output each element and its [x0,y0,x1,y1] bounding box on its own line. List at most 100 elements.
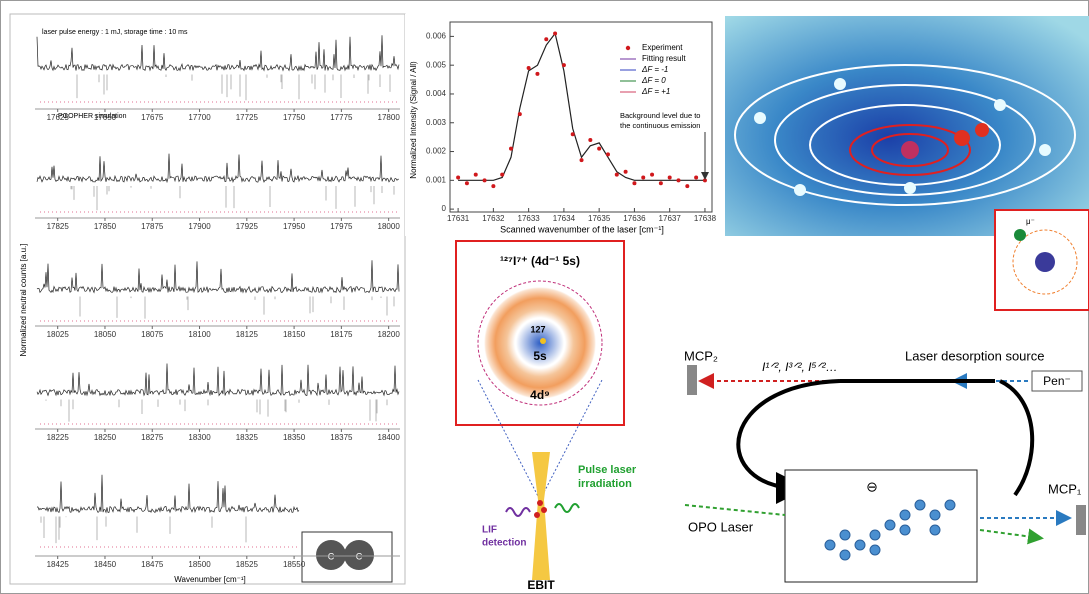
x-tick-label: 17875 [141,222,164,231]
experiment-point [456,175,460,179]
legend-label: Fitting result [642,54,686,63]
legend-label: Experiment [642,43,683,52]
y-tick-label: 0.004 [426,89,447,98]
x-tick-label: 17675 [141,113,164,122]
states-label: I¹ᐟ², I³ᐟ², I⁵ᐟ²… [762,360,838,374]
center-chart: Normalized Intensity (Signal / All) Scan… [405,14,720,236]
x-tick-label: 17800 [378,113,401,122]
ion-title: ¹²⁷I⁷⁺ (4d⁻¹ 5s) [500,254,580,268]
x-tick-label: 17975 [330,222,353,231]
y-tick-label: 0 [442,204,447,213]
source-label: Laser desorption source [905,348,1044,363]
annotation: laser pulse energy : 1 mJ, storage time … [42,29,188,36]
x-tick-label: 17775 [330,113,353,122]
x-axis-label: Scanned wavenumber of the laser [cm⁻¹] [500,224,664,234]
x-tick-label: 18325 [236,433,259,442]
x-tick-label: 17825 [47,222,70,231]
y-tick-label: 0.003 [426,118,447,127]
x-tick-label: 18400 [378,433,401,442]
muon-label: μ⁻ [1026,217,1035,226]
x-tick-label: 18500 [188,560,211,569]
y-tick-label: 0.006 [426,32,447,41]
experiment-point [597,147,601,151]
experiment-point [624,170,628,174]
experiment-point [465,181,469,185]
shell-label: 4d⁹ [530,388,550,402]
x-tick-label: 18075 [141,330,164,339]
laser-label: irradiation [578,478,632,490]
x-tick-label: 17636 [623,214,646,223]
y-tick-label: 0.002 [426,147,447,156]
laser-label: Pulse laser [578,464,637,476]
y-axis-label: Normalized neutral counts [a.u.] [19,244,28,357]
x-tick-label: 18425 [47,560,70,569]
laser-label: OPO Laser [688,519,754,534]
shell-label: 5s [533,349,547,363]
x-tick-label: 18200 [378,330,401,339]
ion-label: Pen⁻ [1043,374,1071,388]
detection-label: LIF [482,525,497,536]
x-tick-label: 18050 [94,330,117,339]
experiment-point [588,138,592,142]
charge-label: ⊖ [866,479,878,495]
molecule-inset: C C [302,532,392,582]
experiment-point [677,178,681,182]
x-tick-label: 17634 [553,214,576,223]
x-tick-label: 17850 [94,222,117,231]
x-tick-label: 18475 [141,560,164,569]
x-tick-label: 17900 [188,222,211,231]
experiment-point [544,37,548,41]
legend-label: ΔF = -1 [641,65,668,74]
experiment-point [527,66,531,70]
experiment-point [659,181,663,185]
x-tick-label: 17750 [283,113,306,122]
experiment-point [650,173,654,177]
experiment-point [615,173,619,177]
experiment-point [509,147,513,151]
experiment-point [685,184,689,188]
legend-label: ΔF = 0 [641,76,666,85]
x-tick-label: 17725 [236,113,259,122]
experiment-point [491,184,495,188]
experiment-point [694,175,698,179]
y-axis-label: Normalized Intensity (Signal / All) [409,61,418,179]
x-tick-label: 17632 [482,214,505,223]
x-tick-label: 17631 [447,214,470,223]
x-tick-label: 17625 [47,113,70,122]
x-tick-label: 18125 [236,330,259,339]
x-tick-label: 17650 [94,113,117,122]
x-tick-label: 18175 [330,330,353,339]
nucleus-label: 127 [530,324,545,334]
experiment-point [580,158,584,162]
x-axis-label: Wavenumber [cm⁻¹] [174,575,246,584]
x-tick-label: 17635 [588,214,611,223]
legend-marker [626,46,630,50]
experiment-point [562,63,566,67]
x-tick-label: 17633 [518,214,541,223]
x-tick-label: 18250 [94,433,117,442]
experiment-point [500,173,504,177]
x-tick-label: 18300 [188,433,211,442]
x-tick-label: 18275 [141,433,164,442]
x-tick-label: 17637 [659,214,682,223]
x-tick-label: 18525 [236,560,259,569]
experiment-point [668,175,672,179]
x-tick-label: 18350 [283,433,306,442]
y-tick-label: 0.005 [426,60,447,69]
detector-label: MCP₁ [1048,481,1082,496]
experiment-point [483,178,487,182]
x-tick-label: 18025 [47,330,70,339]
x-tick-label: 17638 [694,214,717,223]
x-tick-label: 18550 [283,560,306,569]
trap-label: EBIT [527,578,555,592]
x-tick-label: 17700 [188,113,211,122]
y-tick-label: 0.001 [426,175,447,184]
experiment-point [571,132,575,136]
experiment-point [606,152,610,156]
x-tick-label: 18375 [330,433,353,442]
nucleus-label: Z+ [1040,245,1050,254]
experiment-point [632,181,636,185]
left-panel-frame [10,14,405,584]
x-tick-label: 17925 [236,222,259,231]
